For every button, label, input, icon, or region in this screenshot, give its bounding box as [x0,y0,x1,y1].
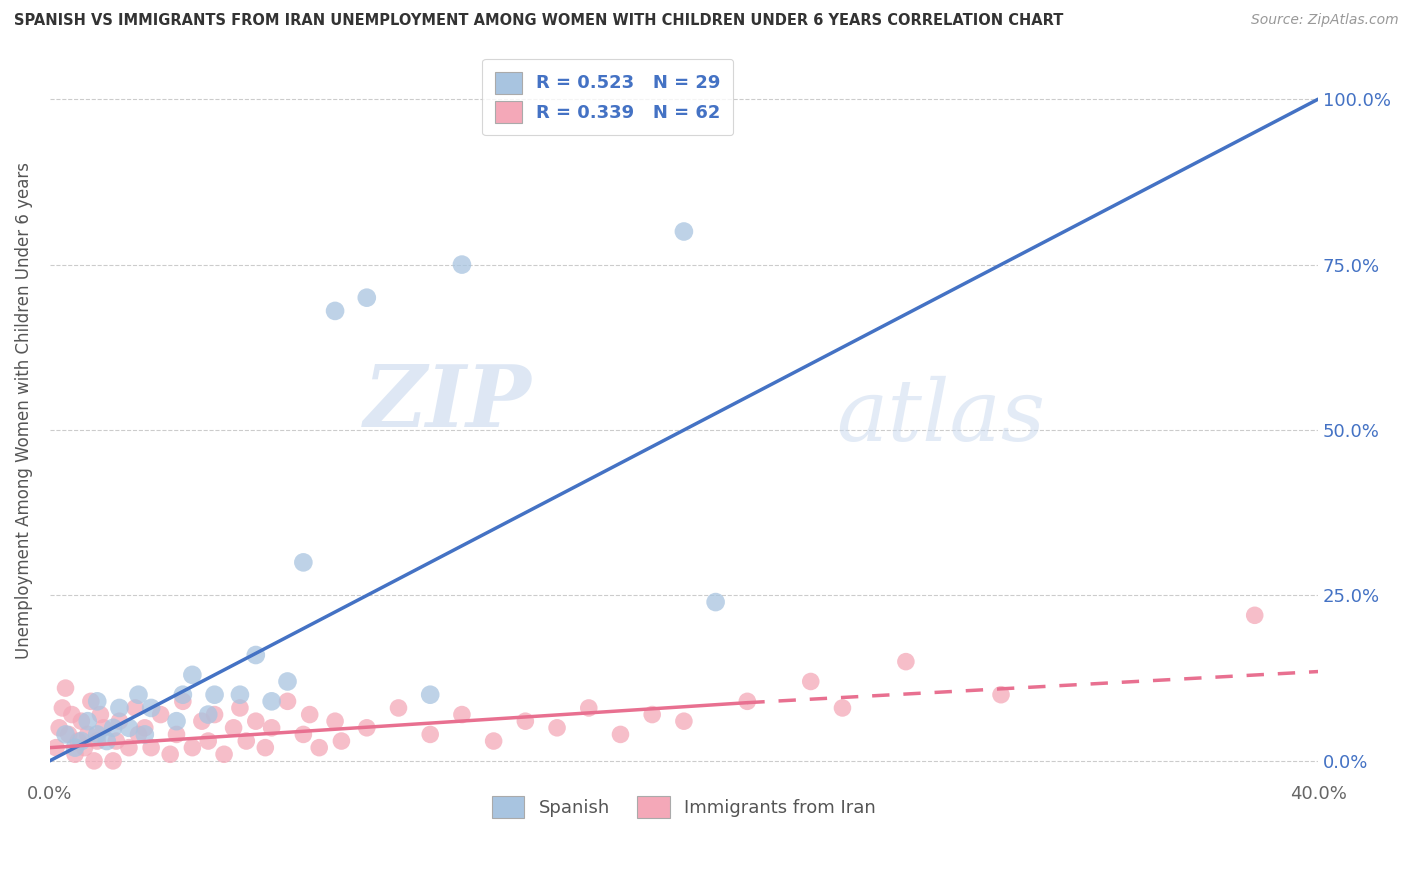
Point [63,740,86,755]
Point [990,688,1012,702]
Point [67,734,90,748]
Y-axis label: Unemployment Among Women with Children Under 6 years: Unemployment Among Women with Children U… [15,161,32,658]
Point [578,701,600,715]
Point [124,701,146,715]
Point [704,595,727,609]
Point [101,754,124,768]
Point [166,727,188,741]
Point [451,258,474,272]
Point [323,304,346,318]
Point [260,721,283,735]
Point [235,734,257,748]
Point [86,727,108,741]
Point [204,707,226,722]
Point [45,740,67,755]
Point [118,721,141,735]
Point [89,707,111,722]
Point [172,694,194,708]
Point [356,721,378,735]
Point [197,707,219,722]
Point [419,727,441,741]
Point [139,701,162,715]
Point [298,707,321,722]
Point [212,747,235,762]
Point [127,727,149,741]
Point [515,714,537,729]
Point [60,707,83,722]
Point [323,714,346,729]
Point [292,555,315,569]
Text: atlas: atlas [837,376,1045,458]
Point [127,688,149,702]
Point [672,714,695,729]
Point [139,740,162,755]
Point [86,694,108,708]
Point [159,747,181,762]
Text: SPANISH VS IMMIGRANTS FROM IRAN UNEMPLOYMENT AMONG WOMEN WITH CHILDREN UNDER 6 Y: SPANISH VS IMMIGRANTS FROM IRAN UNEMPLOY… [14,13,1063,29]
Point [93,721,115,735]
Point [80,694,103,708]
Point [276,674,298,689]
Point [172,688,194,702]
Point [181,740,204,755]
Point [260,694,283,708]
Point [451,707,474,722]
Text: ZIP: ZIP [364,361,531,444]
Point [1243,608,1265,623]
Point [229,701,252,715]
Point [609,727,631,741]
Point [254,740,277,755]
Point [276,694,298,708]
Point [737,694,759,708]
Point [245,648,267,662]
Point [330,734,353,748]
Point [76,727,98,741]
Point [118,740,141,755]
Legend: Spanish, Immigrants from Iran: Spanish, Immigrants from Iran [482,787,884,827]
Point [51,701,73,715]
Point [222,721,245,735]
Point [70,734,93,748]
Point [55,681,77,695]
Point [229,688,252,702]
Point [83,754,105,768]
Point [800,674,823,689]
Point [482,734,505,748]
Point [76,714,98,729]
Point [96,734,118,748]
Point [166,714,188,729]
Point [191,714,214,729]
Point [419,688,441,702]
Point [831,701,853,715]
Point [108,701,131,715]
Point [134,721,156,735]
Point [58,727,80,741]
Point [387,701,409,715]
Point [86,734,108,748]
Point [672,225,695,239]
Point [308,740,330,755]
Point [641,707,664,722]
Text: Source: ZipAtlas.com: Source: ZipAtlas.com [1251,13,1399,28]
Point [356,291,378,305]
Point [101,721,124,735]
Point [70,714,93,729]
Point [73,740,96,755]
Point [105,734,128,748]
Point [204,688,226,702]
Point [55,727,77,741]
Point [546,721,568,735]
Point [108,714,131,729]
Point [181,668,204,682]
Point [48,721,70,735]
Point [149,707,172,722]
Point [245,714,267,729]
Point [894,655,917,669]
Point [63,747,86,762]
Point [292,727,315,741]
Point [197,734,219,748]
Point [134,727,156,741]
